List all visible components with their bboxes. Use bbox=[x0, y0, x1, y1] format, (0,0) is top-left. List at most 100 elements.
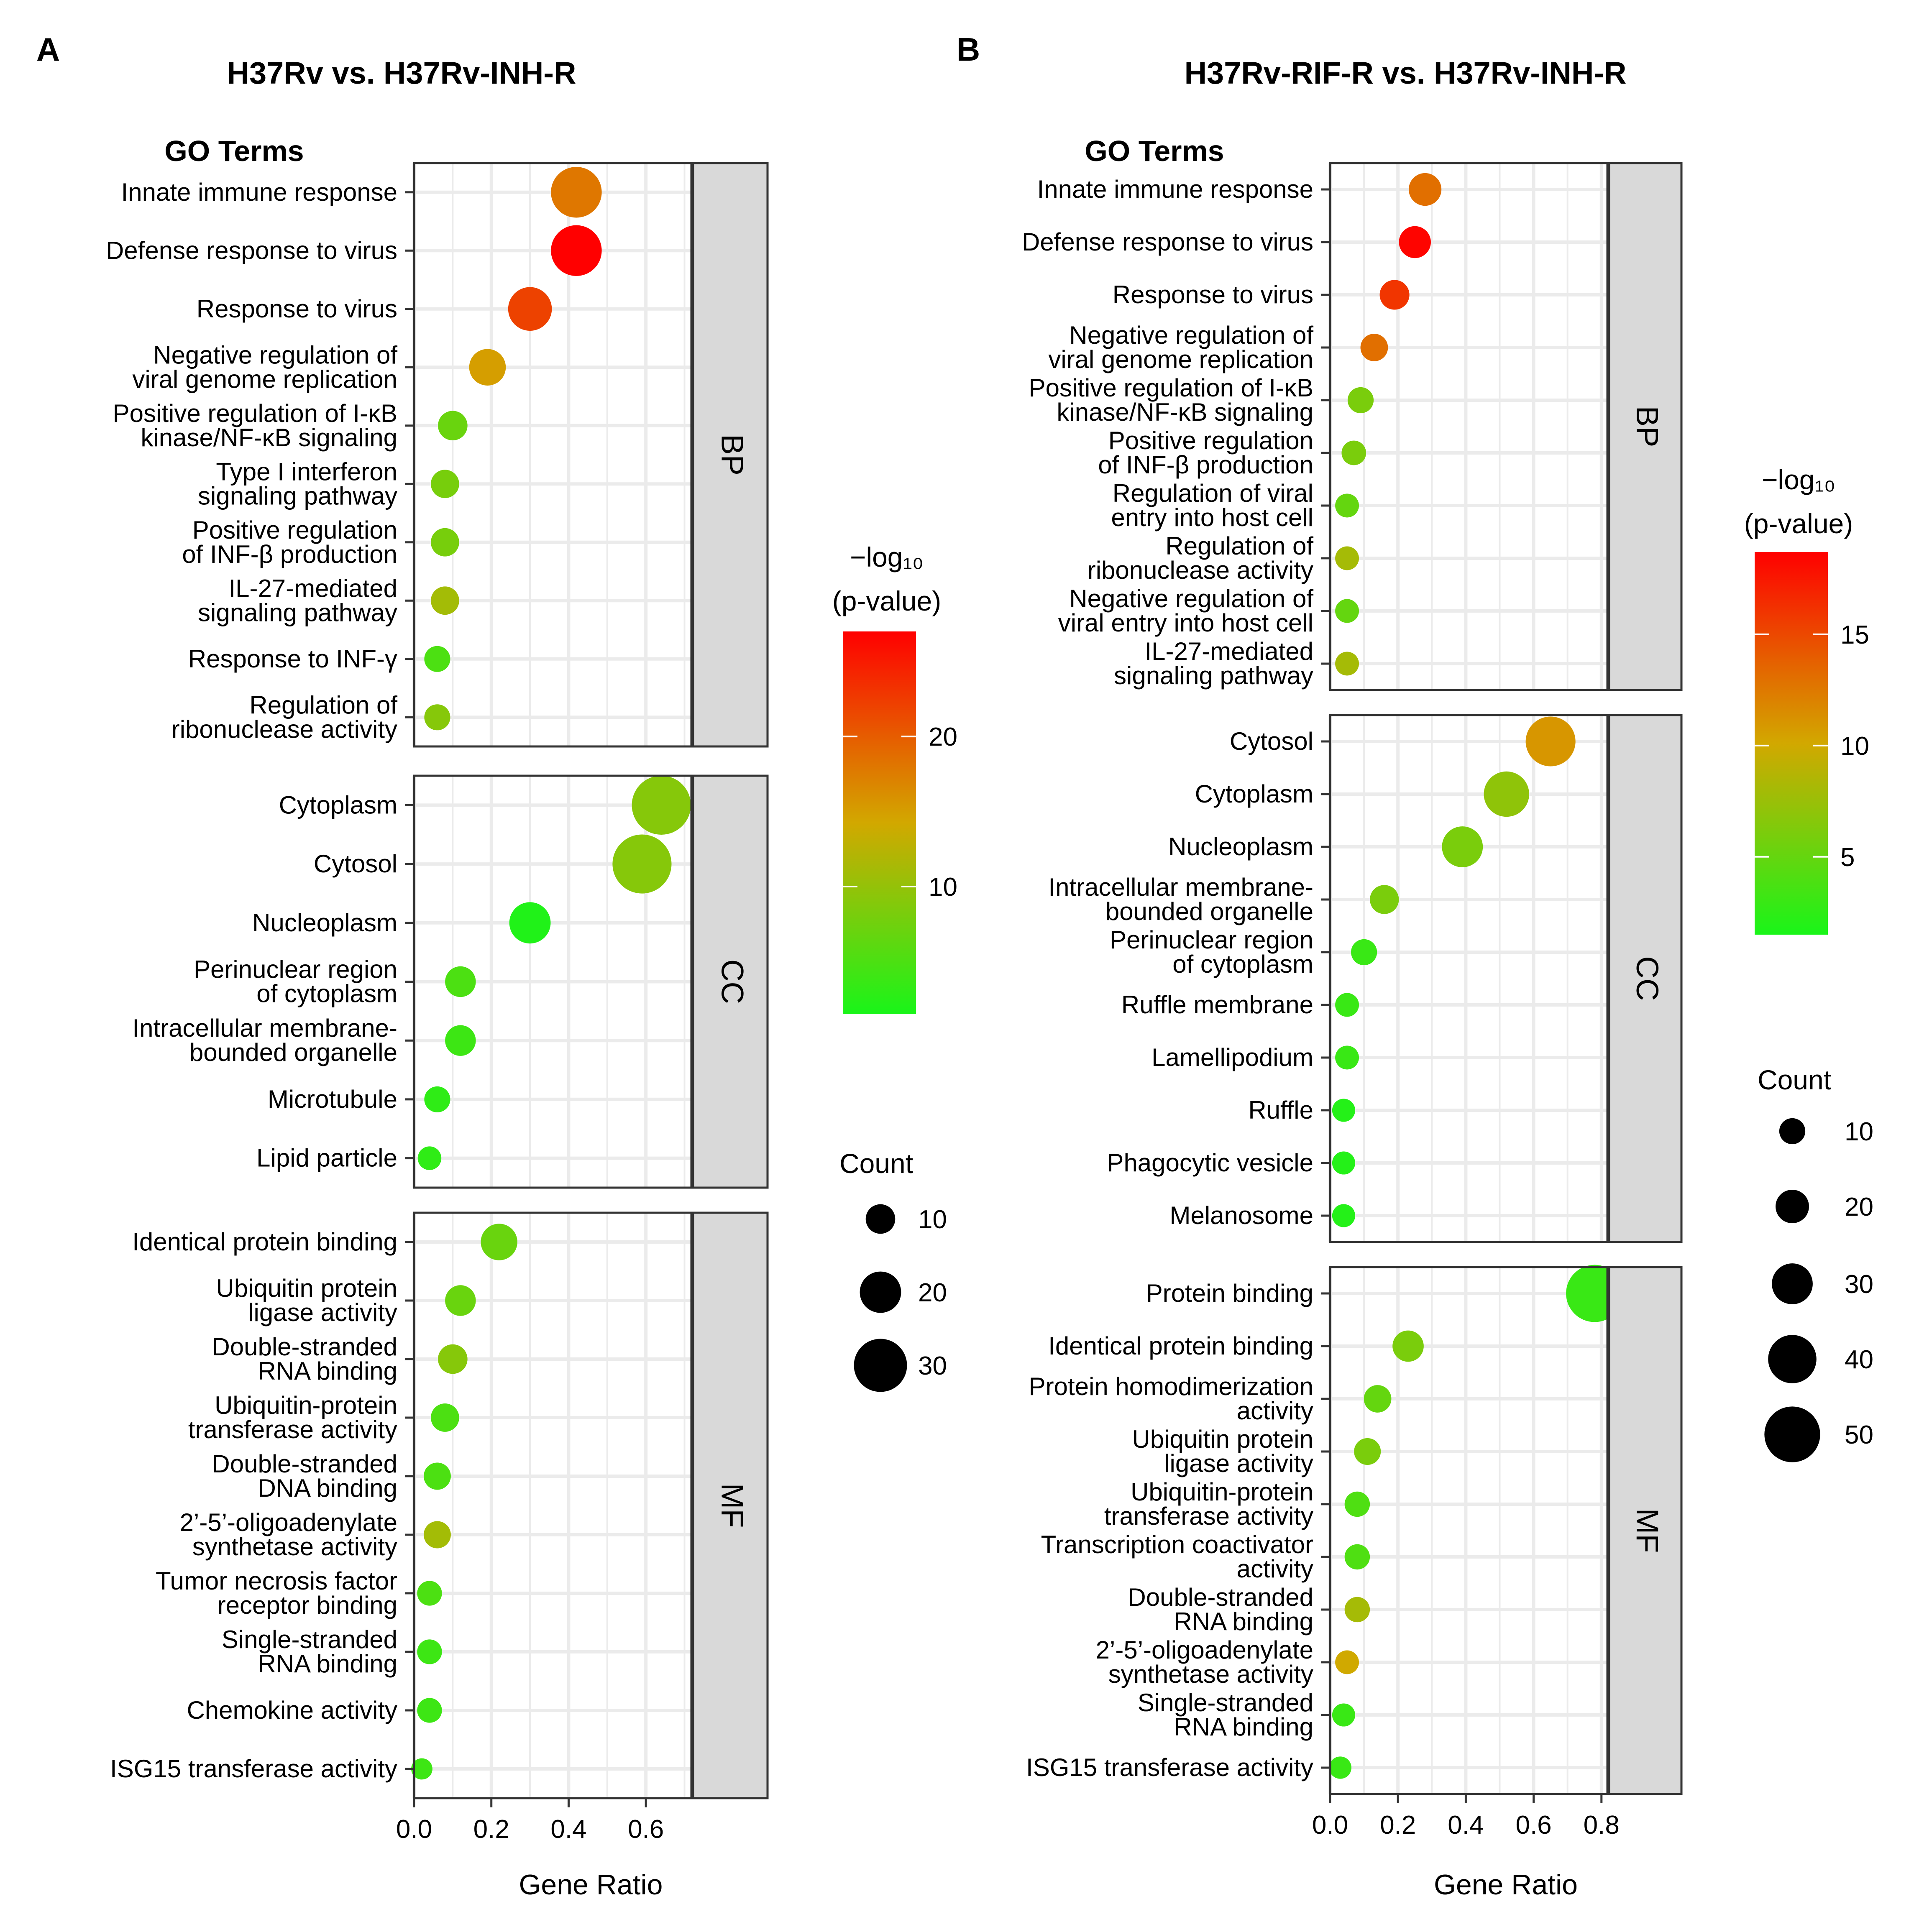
facet-cc: CC Cytosol Cytoplasm Nucleoplasm Intracellul… bbox=[1048, 714, 1683, 1243]
x-axis: 0.0 0.2 0.4 0.6 Gene Ratio bbox=[396, 1798, 664, 1901]
data-point bbox=[1335, 652, 1359, 676]
term-label: Microtubule bbox=[268, 1085, 397, 1113]
facet-strip-label: MF bbox=[715, 1483, 750, 1528]
size-legend-title: Count bbox=[1758, 1064, 1831, 1095]
size-legend-dot bbox=[1768, 1335, 1817, 1383]
term-label-line: RNA binding bbox=[258, 1357, 397, 1385]
data-point bbox=[1442, 826, 1483, 867]
panel-b: B H37Rv-RIF-R vs. H37Rv-INH-R GO Terms BP In… bbox=[957, 31, 1873, 1901]
facet-strip-label: MF bbox=[1630, 1508, 1665, 1553]
data-point bbox=[551, 225, 602, 276]
term-label-line: Identical protein binding bbox=[1048, 1332, 1313, 1360]
term-label-line: Negative regulation of bbox=[1069, 321, 1313, 349]
data-point bbox=[1364, 1385, 1392, 1413]
term-label-line: Positive regulation of I-κB bbox=[1029, 374, 1313, 402]
term-label: Response to virus bbox=[197, 295, 397, 323]
facet-strip bbox=[691, 774, 769, 1189]
term-label: Ruffle bbox=[1248, 1096, 1313, 1124]
facet-strip-label: BP bbox=[715, 434, 750, 475]
facet-strip bbox=[1607, 714, 1683, 1243]
term-label: Melanosome bbox=[1169, 1201, 1313, 1229]
size-legend-dot bbox=[865, 1204, 896, 1234]
data-point bbox=[1351, 939, 1377, 966]
term-label-line: kinase/NF-κB signaling bbox=[1057, 398, 1313, 426]
term-label: Cytosol bbox=[1230, 727, 1313, 755]
data-point bbox=[1392, 1330, 1424, 1362]
data-point bbox=[423, 1521, 451, 1549]
term-label: Ruffle membrane bbox=[1121, 991, 1313, 1019]
term-label: Cytoplasm bbox=[279, 791, 397, 819]
term-label-line: Perinuclear region bbox=[1110, 926, 1313, 954]
size-legend-dot bbox=[854, 1339, 907, 1392]
color-legend-subtitle: (p-value) bbox=[832, 585, 941, 616]
panel-letter: B bbox=[957, 31, 980, 68]
term-label-line: ISG15 transferase activity bbox=[110, 1755, 397, 1783]
data-point bbox=[1332, 1703, 1355, 1727]
data-point bbox=[1335, 1045, 1359, 1070]
size-legend-dot bbox=[860, 1271, 901, 1313]
term-label-line: ligase activity bbox=[1164, 1449, 1313, 1477]
term-label-line: activity bbox=[1237, 1397, 1313, 1425]
term-label-line: Tumor necrosis factor bbox=[156, 1567, 397, 1595]
term-label-line: Double-stranded bbox=[1128, 1583, 1313, 1611]
term-label-line: Double-stranded bbox=[212, 1333, 397, 1361]
go-terms-header: GO Terms bbox=[164, 135, 304, 167]
term-label: ISG15 transferase activity bbox=[110, 1755, 397, 1783]
term-label: Nucleoplasm bbox=[252, 909, 397, 937]
term-label-line: Response to virus bbox=[1113, 281, 1313, 309]
term-label-line: Chemokine activity bbox=[187, 1696, 397, 1724]
term-label-line: RNA binding bbox=[1174, 1607, 1313, 1636]
term-label-line: 2’-5’-oligoadenylate bbox=[1096, 1636, 1313, 1664]
facet-strip-label: CC bbox=[1630, 956, 1665, 1001]
term-label-line: viral genome replication bbox=[132, 365, 397, 393]
data-point bbox=[1335, 546, 1359, 570]
term-label: Cytoplasm bbox=[1195, 780, 1313, 808]
term-label-line: Microtubule bbox=[268, 1085, 397, 1113]
term-label-line: signaling pathway bbox=[1114, 662, 1313, 690]
term-label-line: Lipid particle bbox=[256, 1144, 397, 1172]
data-point bbox=[424, 704, 450, 731]
size-legend-label: 10 bbox=[1845, 1117, 1873, 1146]
term-label-line: Perinuclear region bbox=[194, 956, 397, 984]
term-label: Cytosol bbox=[314, 850, 397, 878]
term-label: Positive regulation of I-κBkinase/NF-κB … bbox=[1029, 374, 1313, 426]
data-point bbox=[445, 1025, 476, 1056]
size-legend-label: 10 bbox=[918, 1205, 947, 1234]
facet-mf: MF Protein binding Identical protein bindi… bbox=[1026, 1265, 1683, 1795]
term-label-line: Negative regulation of bbox=[153, 341, 397, 369]
size-legend-label: 30 bbox=[918, 1352, 947, 1380]
data-point bbox=[417, 1698, 442, 1723]
size-legend-label: 50 bbox=[1845, 1421, 1873, 1449]
term-label-line: DNA binding bbox=[258, 1474, 397, 1502]
data-point bbox=[1341, 440, 1366, 465]
x-tick-label: 0.6 bbox=[628, 1815, 664, 1844]
term-label-line: synthetase activity bbox=[1108, 1660, 1313, 1688]
size-legend-label: 20 bbox=[918, 1278, 947, 1307]
term-label-line: transferase activity bbox=[188, 1416, 397, 1444]
data-point bbox=[1408, 173, 1442, 206]
term-label-line: Innate immune response bbox=[121, 178, 397, 206]
term-label-line: Ubiquitin-protein bbox=[215, 1391, 397, 1419]
term-label-line: Innate immune response bbox=[1037, 175, 1313, 203]
data-point bbox=[417, 1639, 442, 1664]
term-label-line: Lamellipodium bbox=[1151, 1043, 1313, 1071]
data-point bbox=[1335, 993, 1359, 1017]
term-label-line: Negative regulation of bbox=[1069, 585, 1313, 613]
size-legend-title: Count bbox=[839, 1148, 913, 1179]
data-point bbox=[411, 1758, 432, 1780]
term-label-line: ligase activity bbox=[248, 1298, 397, 1326]
